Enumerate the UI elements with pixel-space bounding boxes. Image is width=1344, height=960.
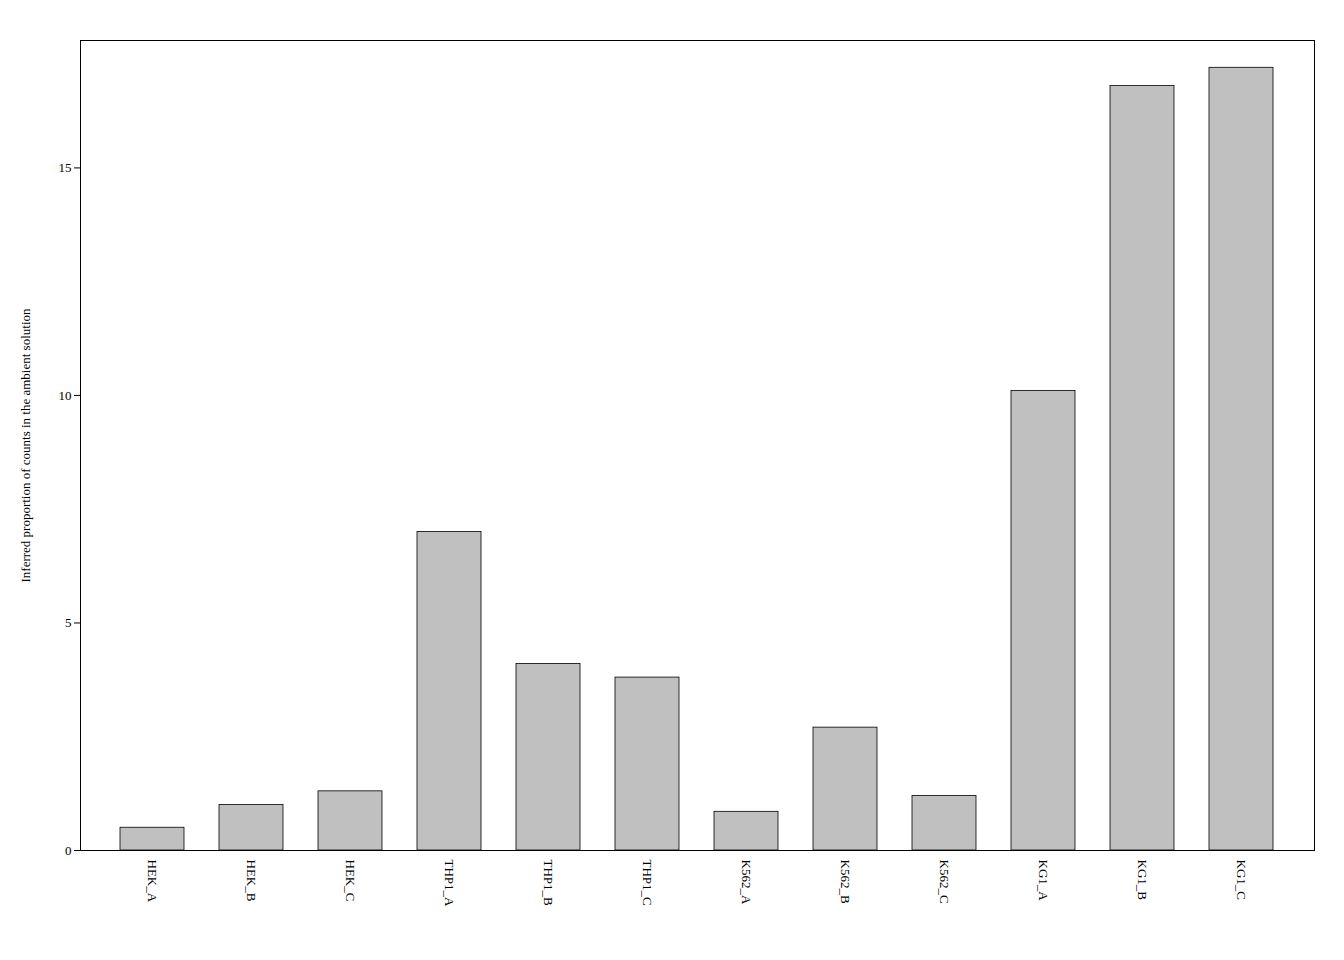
svg-text:KG1_C: KG1_C bbox=[1234, 860, 1249, 900]
svg-text:KG1_A: KG1_A bbox=[1036, 860, 1051, 902]
svg-text:HEK_A: HEK_A bbox=[145, 860, 160, 903]
svg-text:THP1_B: THP1_B bbox=[541, 860, 556, 907]
svg-text:THP1_A: THP1_A bbox=[442, 860, 457, 908]
svg-text:15: 15 bbox=[59, 160, 72, 175]
svg-text:5: 5 bbox=[65, 615, 72, 630]
svg-text:K562_A: K562_A bbox=[739, 860, 754, 905]
svg-text:10: 10 bbox=[59, 388, 72, 403]
svg-text:K562_C: K562_C bbox=[937, 860, 952, 904]
svg-text:Inferred proportion of counts: Inferred proportion of counts in the amb… bbox=[18, 308, 33, 583]
svg-text:0: 0 bbox=[65, 843, 72, 858]
svg-text:HEK_C: HEK_C bbox=[343, 860, 358, 902]
svg-text:THP1_C: THP1_C bbox=[640, 860, 655, 906]
svg-text:HEK_B: HEK_B bbox=[244, 860, 259, 902]
svg-text:KG1_B: KG1_B bbox=[1135, 860, 1150, 901]
svg-text:K562_B: K562_B bbox=[838, 860, 853, 904]
